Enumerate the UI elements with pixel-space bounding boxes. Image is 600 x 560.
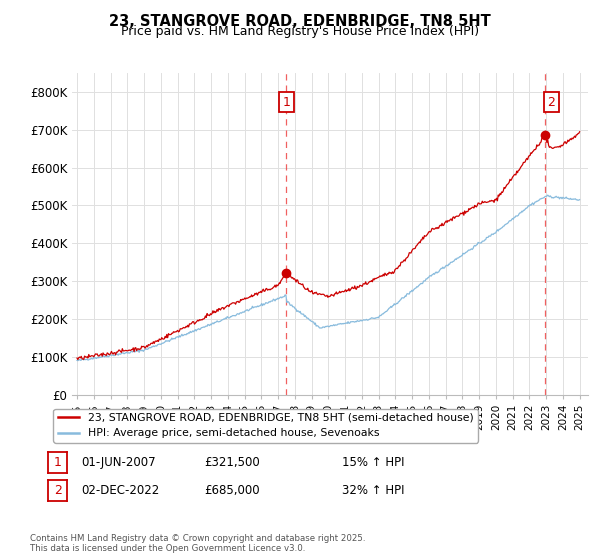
Text: £321,500: £321,500	[204, 456, 260, 469]
Text: 1: 1	[53, 456, 62, 469]
Text: 02-DEC-2022: 02-DEC-2022	[81, 484, 159, 497]
Text: Contains HM Land Registry data © Crown copyright and database right 2025.
This d: Contains HM Land Registry data © Crown c…	[30, 534, 365, 553]
Text: 32% ↑ HPI: 32% ↑ HPI	[342, 484, 404, 497]
Text: 2: 2	[548, 96, 556, 109]
Text: 2: 2	[53, 484, 62, 497]
Text: 15% ↑ HPI: 15% ↑ HPI	[342, 456, 404, 469]
Text: £685,000: £685,000	[204, 484, 260, 497]
Text: 23, STANGROVE ROAD, EDENBRIDGE, TN8 5HT: 23, STANGROVE ROAD, EDENBRIDGE, TN8 5HT	[109, 14, 491, 29]
Text: 01-JUN-2007: 01-JUN-2007	[81, 456, 155, 469]
Text: Price paid vs. HM Land Registry's House Price Index (HPI): Price paid vs. HM Land Registry's House …	[121, 25, 479, 38]
Legend: 23, STANGROVE ROAD, EDENBRIDGE, TN8 5HT (semi-detached house), HPI: Average pric: 23, STANGROVE ROAD, EDENBRIDGE, TN8 5HT …	[53, 409, 478, 442]
Text: 1: 1	[283, 96, 290, 109]
